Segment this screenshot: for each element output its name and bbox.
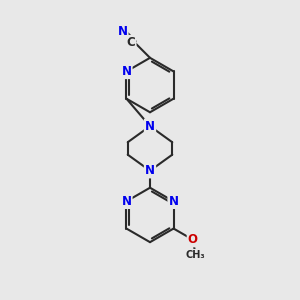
Text: N: N [145,120,155,133]
Text: N: N [169,195,178,208]
Text: N: N [117,25,128,38]
Text: C: C [127,36,135,49]
Text: O: O [188,233,198,246]
Text: N: N [122,65,131,78]
Text: CH₃: CH₃ [186,250,206,260]
Text: N: N [145,164,155,177]
Text: N: N [122,195,131,208]
